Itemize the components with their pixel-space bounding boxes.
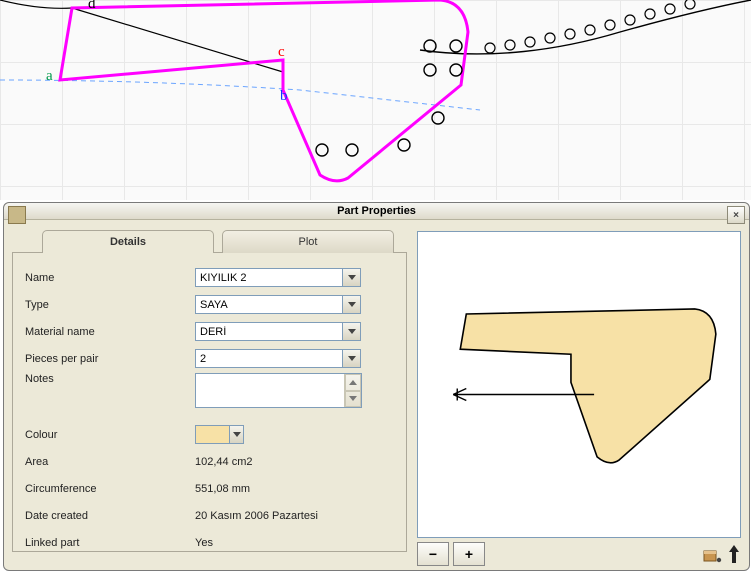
tab-panel-details: Name Type Material name (12, 252, 407, 552)
material-input[interactable] (195, 322, 343, 341)
pieces-dropdown-arrow[interactable] (343, 349, 361, 368)
label-circumference: Circumference (25, 483, 195, 495)
tab-plot[interactable]: Plot (222, 230, 394, 253)
dialog-icon (8, 206, 26, 224)
point-label-d: d (88, 0, 96, 13)
type-input[interactable] (195, 295, 343, 314)
type-dropdown-arrow[interactable] (343, 295, 361, 314)
point-label-b: b (280, 88, 288, 105)
label-linked-part: Linked part (25, 537, 195, 549)
part-properties-dialog: Part Properties × Details Plot Name Type (3, 202, 750, 571)
pieces-input[interactable] (195, 349, 343, 368)
label-colour: Colour (25, 429, 195, 441)
zoom-out-button[interactable]: − (417, 542, 449, 566)
up-arrow-icon[interactable] (727, 543, 741, 565)
drawing-canvas[interactable]: d a b c (0, 0, 751, 200)
close-icon[interactable]: × (727, 206, 745, 224)
label-pieces: Pieces per pair (25, 353, 195, 365)
label-area: Area (25, 456, 195, 468)
point-label-a: a (46, 68, 53, 85)
scroll-up-icon[interactable] (345, 374, 361, 391)
colour-dropdown-arrow[interactable] (230, 425, 244, 444)
part-preview[interactable] (417, 231, 741, 538)
material-dropdown-arrow[interactable] (343, 322, 361, 341)
label-date-created: Date created (25, 510, 195, 522)
dialog-title: Part Properties (337, 205, 416, 217)
label-material: Material name (25, 326, 195, 338)
label-type: Type (25, 299, 195, 311)
canvas-svg (0, 0, 751, 200)
zoom-in-button[interactable]: + (453, 542, 485, 566)
value-area: 102,44 cm2 (195, 456, 252, 468)
label-notes: Notes (25, 373, 195, 385)
notes-scrollbar[interactable] (344, 374, 361, 407)
form-pane: Details Plot Name Type (12, 230, 407, 566)
colour-swatch[interactable] (195, 425, 230, 444)
label-name: Name (25, 272, 195, 284)
preview-svg (418, 232, 740, 537)
value-circumference: 551,08 mm (195, 483, 250, 495)
dialog-titlebar[interactable]: Part Properties × (4, 203, 749, 220)
scroll-down-icon[interactable] (345, 391, 361, 408)
name-dropdown-arrow[interactable] (343, 268, 361, 287)
notes-input[interactable] (196, 374, 344, 407)
package-icon[interactable] (701, 543, 723, 565)
name-input[interactable] (195, 268, 343, 287)
tab-details[interactable]: Details (42, 230, 214, 253)
point-label-c: c (278, 44, 285, 61)
value-date-created: 20 Kasım 2006 Pazartesi (195, 510, 318, 522)
value-linked-part: Yes (195, 537, 213, 549)
preview-pane: − + (417, 230, 741, 566)
